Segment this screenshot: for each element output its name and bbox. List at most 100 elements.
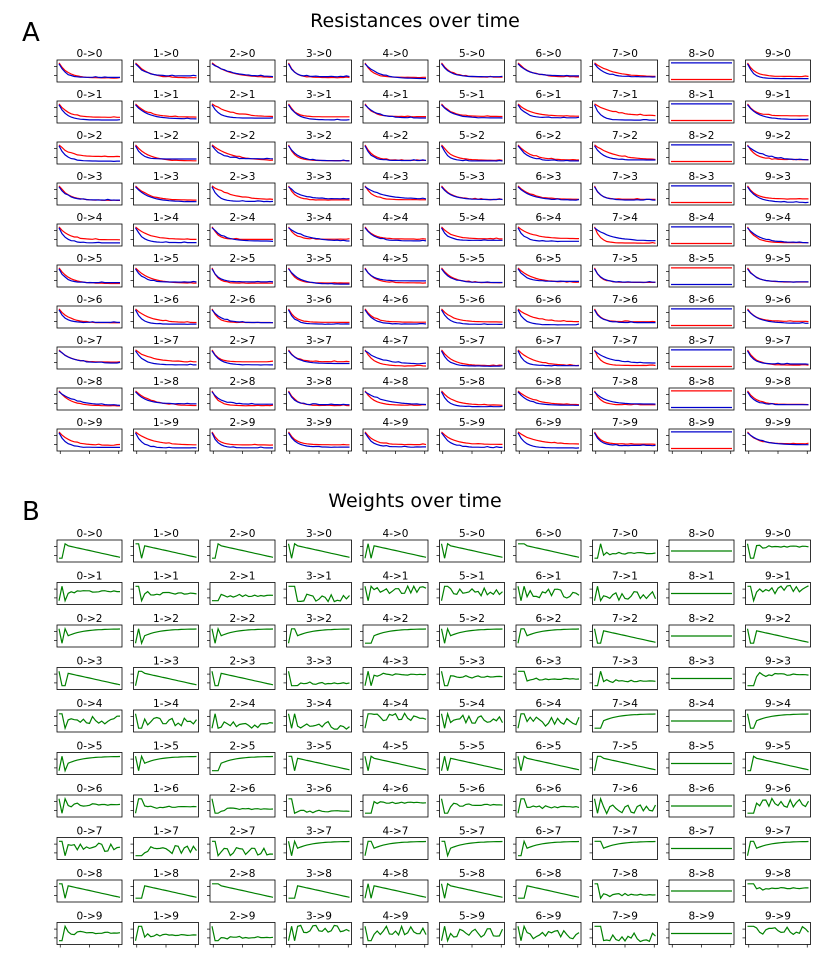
series-red-line [211,185,274,200]
subplot: 8->0 [666,528,735,563]
subplot: 3->6 [283,783,352,818]
series-green-line [59,840,121,856]
subplot-title: 9->6 [765,783,791,795]
subplot: 0->3 [54,171,123,206]
series-green-line [212,755,274,772]
series-green-line [517,713,580,729]
series-green-line [288,885,350,899]
subplot-frame [592,794,658,818]
subplot-title: 3->0 [306,528,332,540]
subplot-frame [56,182,123,206]
subplot-frame [286,346,352,370]
series-blue-line [135,268,197,283]
series-blue-line [747,268,809,283]
series-green-line [134,670,197,686]
series-green-line [594,671,656,687]
subplot-title: 5->2 [459,613,485,625]
series-red-line [593,390,656,406]
subplot-frame [592,223,658,247]
series-green-line [593,796,657,815]
subplot-frame [286,667,352,690]
series-green-line [364,543,427,559]
subplot: 9->7 [742,826,811,860]
subplot-title: 3->3 [306,171,332,183]
subplot-title: 9->5 [765,253,791,265]
subplot: 4->3 [360,656,429,690]
series-red-line [58,103,120,118]
subplot-frame [56,59,123,83]
series-green-line [747,671,809,687]
series-green-line [59,713,121,731]
subplot-frame [745,667,811,690]
subplot-title: 9->0 [765,48,791,60]
subplot-title: 0->8 [77,868,103,880]
subplot-frame [362,100,429,124]
subplot-frame [209,837,276,860]
subplot-frame [515,223,582,247]
series-blue-line [747,104,809,120]
subplot-title: 4->9 [383,911,409,923]
subplot: 2->2 [207,613,276,648]
subplot-title: 6->6 [536,783,562,795]
subplot-frame [362,305,429,329]
subplot: 2->3 [207,171,276,206]
subplot: 5->3 [436,656,505,690]
series-red-line [517,226,579,240]
subplot-frame [745,624,811,648]
subplot: 0->6 [54,294,123,329]
series-blue-line [594,350,656,364]
series-blue-line [440,145,503,162]
series-green-line [747,797,810,814]
subplot-frame [592,305,658,329]
subplot-frame [286,223,352,247]
subplot: 2->5 [207,741,276,775]
series-red-line [135,431,197,446]
subplot-title: 4->7 [383,335,409,347]
subplot-frame [439,100,505,124]
subplot: 6->4 [513,212,582,247]
series-blue-line [211,227,274,242]
subplot-title: 7->9 [612,911,638,923]
subplot: 5->4 [436,698,505,733]
subplot-frame [133,305,199,329]
series-green-line [364,755,427,771]
subplot-frame [286,624,352,648]
series-green-line [594,840,656,849]
subplot-title: 1->2 [153,130,179,142]
subplot-title: 7->7 [612,335,638,347]
subplot-title: 0->0 [77,528,103,540]
series-blue-line [364,268,426,282]
subplot-title: 9->8 [765,376,791,388]
subplot: 2->6 [207,783,276,818]
series-blue-line [58,227,120,244]
series-red-line [58,390,120,407]
series-red-line [364,226,427,241]
subplot-title: 0->1 [77,571,103,583]
series-red-line [747,62,809,78]
series-green-line [518,839,580,857]
series-green-line [594,925,656,943]
subplot-title: 7->1 [612,89,638,101]
series-blue-line [746,391,809,406]
subplot: 7->2 [589,613,658,648]
subplot-title: 1->6 [153,783,179,795]
subplot-title: 8->5 [689,741,715,753]
series-green-line [212,542,274,559]
subplot-frame [668,59,735,83]
subplot-frame [209,264,276,288]
subplot-title: 2->0 [230,48,256,60]
subplot: 9->5 [742,253,811,288]
subplot-frame [439,305,505,329]
series-blue-line [593,268,656,283]
subplot-title: 9->6 [765,294,791,306]
subplot-title: 0->7 [77,335,103,347]
series-green-line [440,626,503,644]
series-green-line [440,585,503,601]
series-red-line [135,103,197,118]
subplot: 9->1 [742,89,811,124]
series-green-line [212,593,274,602]
subplot-frame [133,100,199,124]
series-green-line [135,845,197,857]
series-blue-line [364,309,427,325]
subplot-title: 8->6 [689,294,715,306]
